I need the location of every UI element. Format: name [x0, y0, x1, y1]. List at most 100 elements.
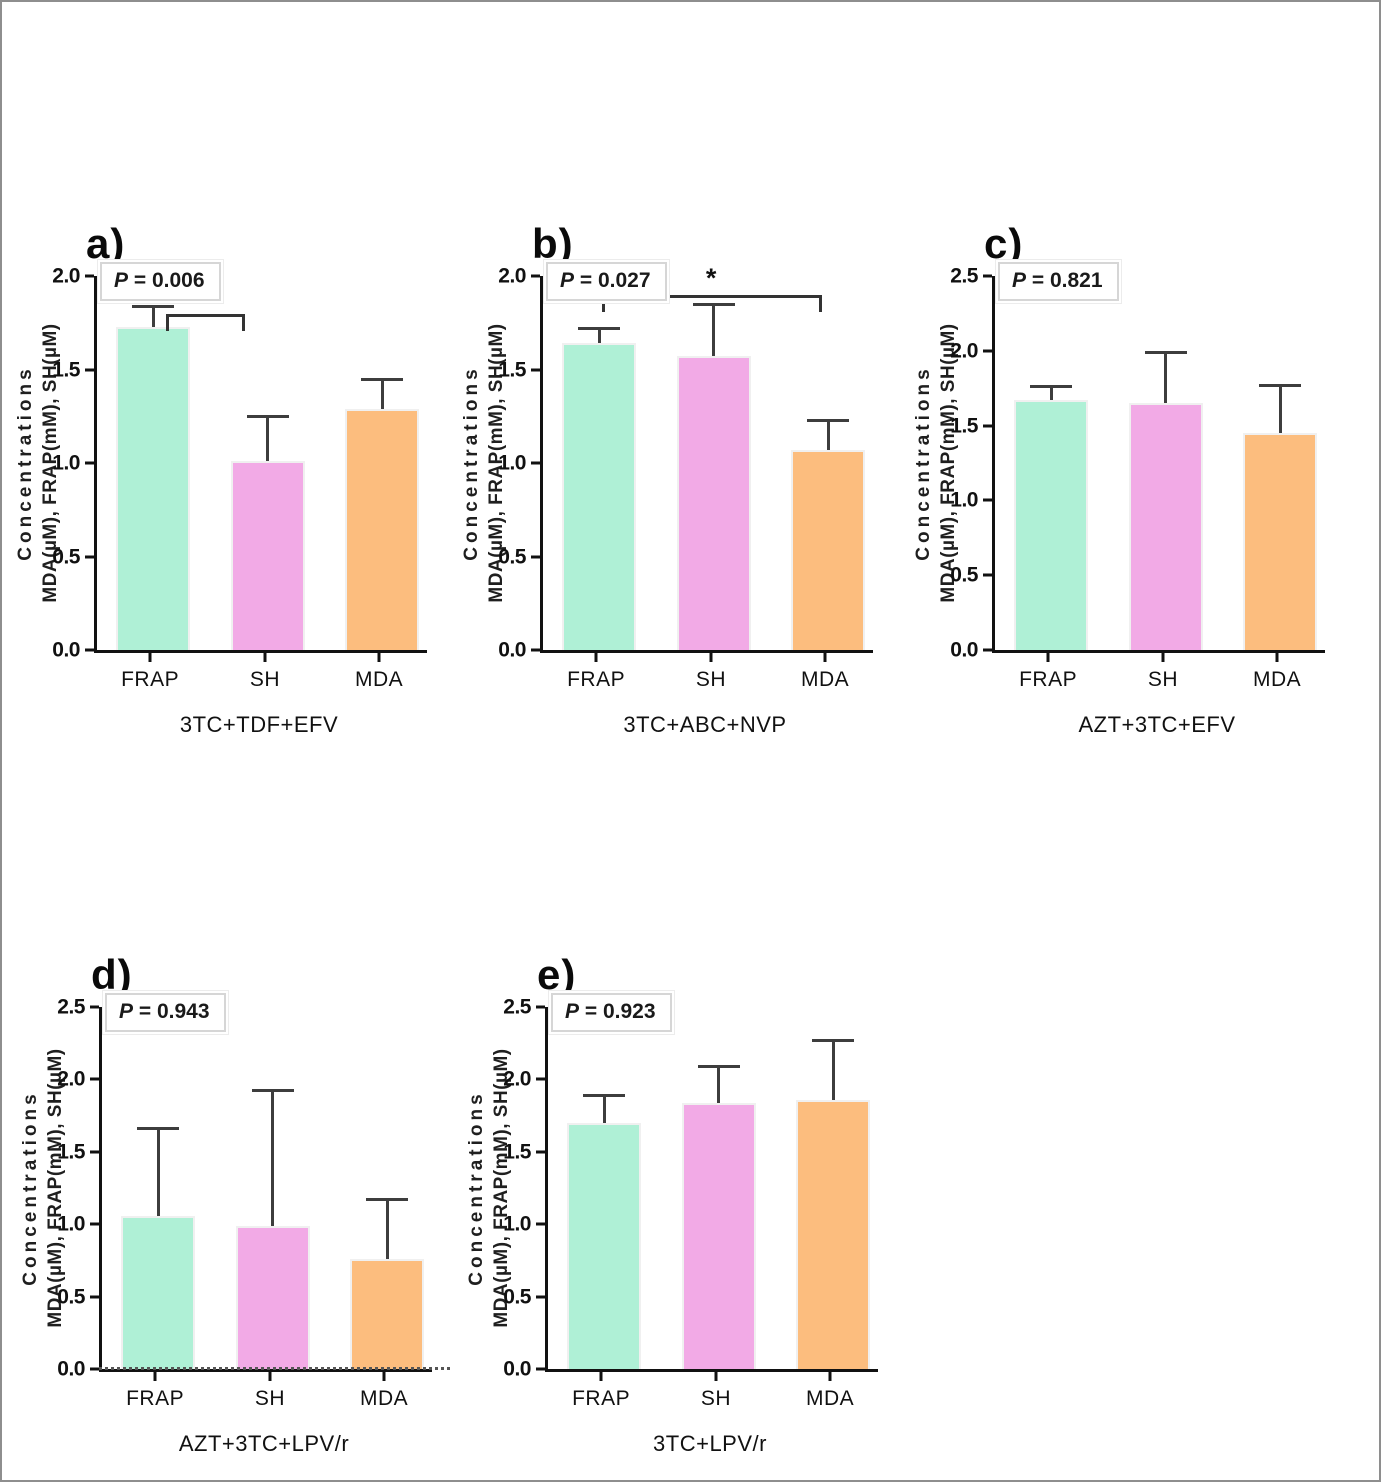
bar-sh — [230, 461, 305, 650]
panel-a: a) Concentrations MDA(µM), FRAP(mM), SH(µM… — [6, 214, 450, 834]
panel-d: d) Concentrations MDA(µM), FRAP(mM), SH(µM… — [11, 945, 455, 1480]
y-tick-mark — [536, 1367, 545, 1371]
error-bar-line-sh — [717, 1067, 721, 1103]
error-bar-cap-mda — [361, 377, 404, 381]
y-tick-label: 1.0 — [950, 488, 978, 512]
bar-frap — [116, 326, 191, 650]
error-bar-line-mda — [1278, 386, 1282, 434]
y-axis: 0.0 0.5 1.0 1.5 2.0 — [28, 266, 94, 661]
x-tick-mark — [599, 1372, 603, 1381]
y-tick-label: 0.0 — [498, 638, 526, 662]
y-tick-label: 2.0 — [498, 264, 526, 288]
y-tick-mark — [531, 648, 540, 652]
y-tick-label: 1.0 — [503, 1212, 531, 1236]
y-tick-mark — [85, 461, 94, 465]
x-axis-title: 3TC+LPV/r — [653, 1431, 767, 1456]
bar-mda — [796, 1099, 871, 1369]
panel-letter-label: c) — [984, 220, 1024, 267]
error-bar-line-sh — [1164, 353, 1168, 404]
y-tick-label: 2.0 — [503, 1067, 531, 1091]
x-axis: FRAP SH MDA 3TC+LPV/r — [545, 1371, 875, 1480]
y-tick-mark — [983, 349, 992, 353]
x-tick-label-mda: MDA — [806, 1387, 855, 1410]
x-tick-mark — [377, 653, 381, 662]
error-bar-line-frap — [151, 307, 155, 327]
y-tick-label: 2.0 — [57, 1067, 85, 1091]
y-tick-label: 1.5 — [498, 358, 526, 381]
y-tick-mark — [85, 648, 94, 652]
x-tick-label-sh: SH — [695, 668, 727, 691]
x-tick-label-mda: MDA — [355, 668, 404, 691]
x-tick-mark — [148, 653, 152, 662]
y-tick-label: 0.0 — [52, 638, 80, 662]
x-axis-title: AZT+3TC+LPV/r — [178, 1431, 350, 1456]
x-tick-mark — [382, 1372, 386, 1381]
plot-area: P = 0.027 * — [540, 262, 873, 653]
panel-c: c) Concentrations MDA(µM), FRAP(mM), SH(µM… — [904, 214, 1348, 834]
y-tick-label: 1.0 — [498, 451, 526, 475]
y-tick-mark — [90, 1367, 99, 1371]
error-bar-line-frap — [156, 1130, 160, 1216]
bar-mda — [791, 449, 866, 650]
bar-mda — [345, 408, 420, 650]
error-bar-cap-sh — [251, 1089, 294, 1093]
bar-sh — [676, 356, 751, 650]
p-value-box: P = 0.006 — [100, 262, 221, 301]
x-axis-title: 3TC+TDF+EFV — [179, 712, 339, 737]
y-tick-mark — [85, 274, 94, 278]
bar-sh — [1128, 403, 1203, 650]
y-tick-label: 0.5 — [503, 1285, 531, 1309]
x-tick-mark — [709, 653, 713, 662]
panel-letter-label: e) — [537, 951, 577, 998]
bar-mda — [1243, 433, 1318, 650]
error-bar-line-sh — [266, 418, 270, 462]
y-tick-mark — [536, 1295, 545, 1299]
y-tick-mark — [536, 1077, 545, 1081]
x-tick-label-mda: MDA — [801, 668, 850, 691]
error-bar-cap-frap — [1030, 385, 1073, 389]
plot-area: P = 0.821 — [992, 262, 1325, 653]
bar-frap — [562, 343, 637, 650]
y-tick-mark — [531, 274, 540, 278]
y-tick-mark — [90, 1295, 99, 1299]
y-tick-mark — [531, 461, 540, 465]
y-tick-mark — [90, 1150, 99, 1154]
x-axis: FRAP SH MDA AZT+3TC+LPV/r — [99, 1371, 429, 1480]
panel-letter-label: b) — [532, 220, 574, 267]
panel-b: b) Concentrations MDA(µM), FRAP(mM), SH(µM… — [452, 214, 896, 834]
y-tick-mark — [90, 1005, 99, 1009]
panel-letter-label: d) — [91, 951, 133, 998]
panel-e: e) Concentrations MDA(µM), FRAP(mM), SH(µM… — [457, 945, 901, 1480]
x-tick-mark — [263, 653, 267, 662]
error-bar-line-sh — [712, 305, 716, 357]
y-tick-label: 0.5 — [498, 545, 526, 568]
x-tick-mark — [714, 1372, 718, 1381]
plot-area: P = 0.943 — [99, 993, 450, 1372]
significance-asterisks: * — [705, 263, 719, 294]
y-tick-mark — [536, 1005, 545, 1009]
y-tick-label: 0.0 — [950, 638, 978, 662]
y-tick-mark — [531, 555, 540, 558]
error-bar-cap-sh — [697, 1064, 740, 1068]
error-bar-cap-mda — [1259, 383, 1302, 387]
y-tick-mark — [536, 1150, 545, 1154]
bar-mda — [350, 1258, 425, 1369]
error-bar-cap-sh — [692, 302, 735, 306]
y-tick-label: 0.0 — [503, 1357, 531, 1381]
x-tick-mark — [268, 1372, 272, 1381]
x-tick-mark — [1161, 653, 1165, 662]
y-tick-label: 1.5 — [52, 358, 80, 381]
x-tick-label-sh: SH — [700, 1387, 732, 1410]
y-tick-label: 1.0 — [52, 451, 80, 475]
x-tick-label-frap: FRAP — [126, 1387, 185, 1410]
x-tick-label-sh: SH — [254, 1387, 286, 1410]
x-tick-mark — [823, 653, 827, 662]
x-tick-mark — [1275, 653, 1279, 662]
y-tick-label: 1.5 — [57, 1140, 85, 1164]
bar-frap — [121, 1215, 196, 1369]
y-tick-mark — [983, 573, 992, 577]
significance-bracket — [166, 314, 246, 332]
error-bar-cap-mda — [366, 1198, 409, 1202]
plot-area: P = 0.923 — [545, 993, 878, 1372]
